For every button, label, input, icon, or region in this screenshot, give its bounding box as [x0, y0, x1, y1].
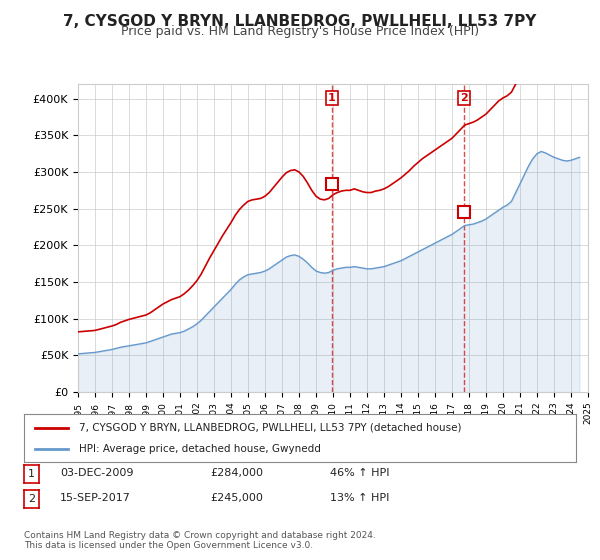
Text: Contains HM Land Registry data © Crown copyright and database right 2024.
This d: Contains HM Land Registry data © Crown c… — [24, 531, 376, 550]
Text: £284,000: £284,000 — [210, 468, 263, 478]
Text: 2: 2 — [28, 494, 35, 504]
Text: 7, CYSGOD Y BRYN, LLANBEDROG, PWLLHELI, LL53 7PY: 7, CYSGOD Y BRYN, LLANBEDROG, PWLLHELI, … — [64, 14, 536, 29]
Text: £245,000: £245,000 — [210, 493, 263, 503]
Text: 03-DEC-2009: 03-DEC-2009 — [60, 468, 133, 478]
Text: 2: 2 — [460, 93, 468, 103]
Text: 1: 1 — [28, 469, 35, 479]
Text: 1: 1 — [328, 93, 335, 103]
Text: 15-SEP-2017: 15-SEP-2017 — [60, 493, 131, 503]
Text: 46% ↑ HPI: 46% ↑ HPI — [330, 468, 389, 478]
Text: 13% ↑ HPI: 13% ↑ HPI — [330, 493, 389, 503]
Text: Price paid vs. HM Land Registry's House Price Index (HPI): Price paid vs. HM Land Registry's House … — [121, 25, 479, 38]
Text: HPI: Average price, detached house, Gwynedd: HPI: Average price, detached house, Gwyn… — [79, 444, 321, 454]
Text: 7, CYSGOD Y BRYN, LLANBEDROG, PWLLHELI, LL53 7PY (detached house): 7, CYSGOD Y BRYN, LLANBEDROG, PWLLHELI, … — [79, 423, 462, 433]
